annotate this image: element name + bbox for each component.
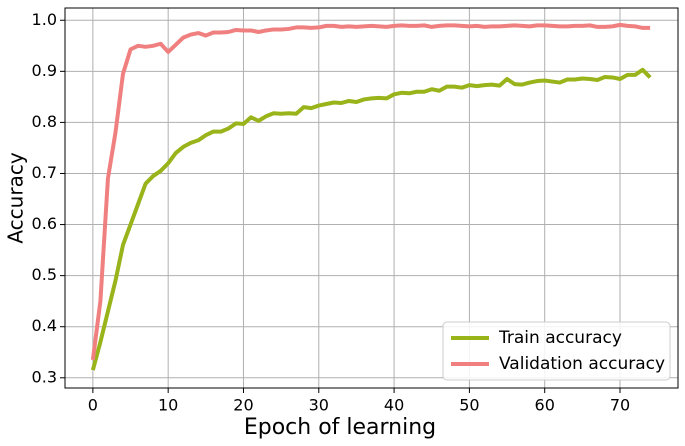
x-tick-label: 40 <box>384 396 404 415</box>
x-tick-label: 70 <box>610 396 630 415</box>
y-tick-label: 1.0 <box>32 10 57 29</box>
data-line <box>90 22 651 361</box>
legend-label: Train accuracy <box>498 328 622 348</box>
y-axis-label: Accuracy <box>4 152 28 243</box>
y-tick-label: 0.3 <box>32 367 57 386</box>
legend-label: Validation accuracy <box>499 354 665 374</box>
y-tick-label: 0.4 <box>32 316 57 335</box>
x-tick-label: 50 <box>459 396 479 415</box>
plot-frame <box>64 7 679 389</box>
x-axis-label: Epoch of learning <box>244 415 436 440</box>
x-tick-label: 60 <box>535 396 555 415</box>
x-tick-label: 20 <box>233 396 253 415</box>
x-tick-label: 0 <box>88 396 98 415</box>
x-tick-label: 30 <box>309 396 329 415</box>
data-line <box>90 67 652 371</box>
y-tick-label: 0.8 <box>32 112 57 131</box>
y-tick-label: 0.7 <box>32 163 57 182</box>
y-tick-label: 0.9 <box>32 61 57 80</box>
y-tick-label: 0.6 <box>32 214 57 233</box>
y-tick-label: 0.5 <box>32 265 57 284</box>
x-tick-label: 10 <box>158 396 178 415</box>
legend-box <box>442 321 671 381</box>
